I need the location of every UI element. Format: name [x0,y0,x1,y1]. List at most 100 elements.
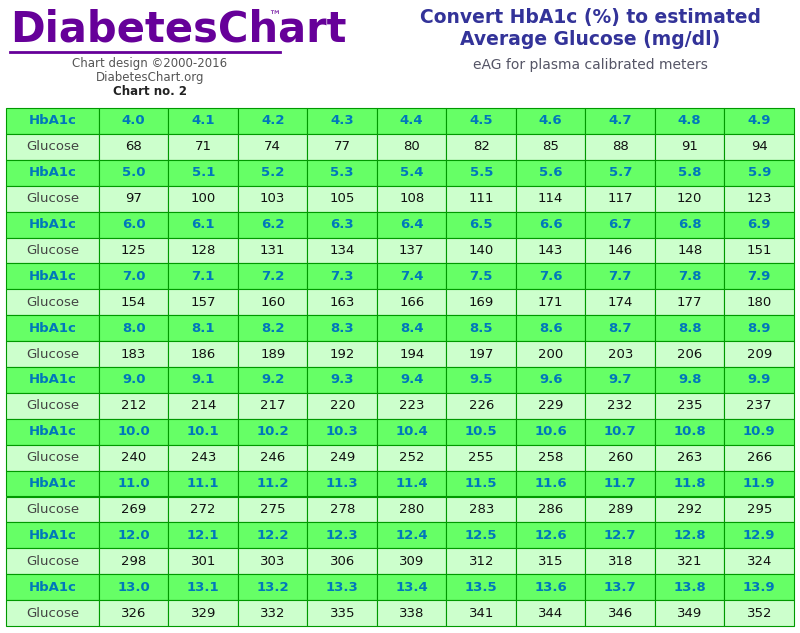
Bar [238,419,307,445]
Bar [516,185,586,211]
Bar [586,237,655,263]
Text: 5.3: 5.3 [330,166,354,179]
Text: 6.8: 6.8 [678,218,702,231]
Text: 206: 206 [677,348,702,361]
Bar [725,108,794,134]
Bar [238,160,307,185]
Text: HbA1c: HbA1c [29,115,77,127]
Bar [655,419,725,445]
Bar [6,445,99,470]
Text: 6.4: 6.4 [400,218,423,231]
Bar [725,600,794,626]
Text: Glucose: Glucose [26,296,79,309]
Bar [238,470,307,496]
Text: 9.7: 9.7 [609,373,632,387]
Text: 335: 335 [330,606,355,620]
Text: 5.2: 5.2 [261,166,285,179]
Bar [99,522,169,548]
Bar [655,237,725,263]
Bar [516,237,586,263]
Text: 240: 240 [121,451,146,464]
Text: 9.8: 9.8 [678,373,702,387]
Text: 212: 212 [121,399,146,412]
Text: 283: 283 [469,503,494,516]
Bar [586,108,655,134]
Text: 12.1: 12.1 [187,529,219,542]
Text: 312: 312 [469,555,494,568]
Bar [377,574,446,600]
Bar [377,289,446,315]
Text: 9.3: 9.3 [330,373,354,387]
Bar [446,341,516,367]
Text: 8.4: 8.4 [400,322,423,335]
Bar [307,185,377,211]
Bar [169,134,238,160]
Bar [586,315,655,341]
Bar [725,211,794,237]
Text: HbA1c: HbA1c [29,218,77,231]
Bar [655,548,725,574]
Bar [307,367,377,393]
Text: 255: 255 [469,451,494,464]
Bar [446,160,516,185]
Text: 7.5: 7.5 [470,270,493,283]
Bar [99,185,169,211]
Text: 12.7: 12.7 [604,529,637,542]
Text: 5.0: 5.0 [122,166,146,179]
Bar [655,470,725,496]
Text: 74: 74 [264,141,281,153]
Text: 154: 154 [121,296,146,309]
Bar [6,108,99,134]
Text: 114: 114 [538,192,563,205]
Text: 10.4: 10.4 [395,425,428,438]
Bar [6,496,99,522]
Text: 11.5: 11.5 [465,477,498,490]
Bar [169,211,238,237]
Text: 140: 140 [469,244,494,257]
Text: 7.2: 7.2 [261,270,285,283]
Text: 269: 269 [121,503,146,516]
Text: 137: 137 [399,244,425,257]
Text: 174: 174 [607,296,633,309]
Text: 9.2: 9.2 [261,373,285,387]
Bar [516,574,586,600]
Text: 11.7: 11.7 [604,477,637,490]
Bar [238,315,307,341]
Bar [6,315,99,341]
Text: 252: 252 [399,451,425,464]
Bar [446,445,516,470]
Bar [307,160,377,185]
Text: 9.6: 9.6 [539,373,562,387]
Text: HbA1c: HbA1c [29,529,77,542]
Bar [307,315,377,341]
Bar [586,600,655,626]
Bar [725,185,794,211]
Bar [307,211,377,237]
Bar [6,522,99,548]
Bar [6,160,99,185]
Bar [307,393,377,419]
Text: 12.0: 12.0 [118,529,150,542]
Bar [169,470,238,496]
Text: HbA1c: HbA1c [29,425,77,438]
Text: 8.1: 8.1 [191,322,215,335]
Bar [6,367,99,393]
Bar [99,263,169,289]
Bar [99,393,169,419]
Text: 82: 82 [473,141,490,153]
Text: HbA1c: HbA1c [29,322,77,335]
Bar [169,367,238,393]
Bar [516,315,586,341]
Text: 146: 146 [608,244,633,257]
Bar [586,160,655,185]
Bar [586,548,655,574]
Text: 203: 203 [607,348,633,361]
Bar [99,419,169,445]
Bar [516,367,586,393]
Bar [446,263,516,289]
Text: Glucose: Glucose [26,606,79,620]
Bar [238,237,307,263]
Text: 6.2: 6.2 [261,218,285,231]
Text: Glucose: Glucose [26,141,79,153]
Text: 117: 117 [607,192,633,205]
